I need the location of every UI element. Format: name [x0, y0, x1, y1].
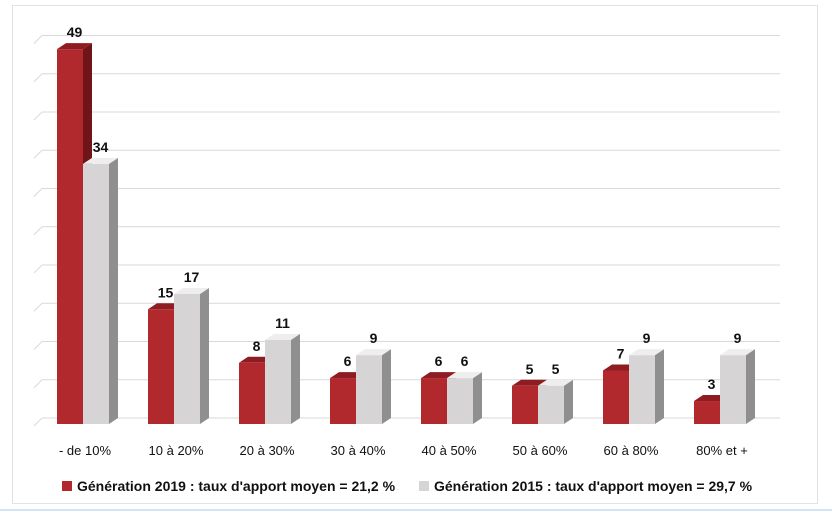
value-label: 17 — [184, 269, 200, 285]
value-label: 6 — [435, 353, 443, 369]
legend-swatch-2019 — [62, 481, 72, 491]
category-label: 20 à 30% — [240, 443, 295, 458]
bar-front — [174, 293, 200, 424]
value-label: 5 — [526, 361, 534, 377]
bar-2015-4 — [447, 372, 482, 424]
value-label: 9 — [643, 330, 651, 346]
legend: Génération 2019 : taux d'apport moyen = … — [62, 478, 753, 494]
category-label: 80% et + — [696, 443, 748, 458]
bottom-accent-line — [0, 509, 832, 511]
bar-front — [356, 355, 382, 424]
bar-front — [239, 362, 265, 424]
value-label: 15 — [158, 284, 174, 300]
value-label: 6 — [344, 353, 352, 369]
value-label: 34 — [93, 139, 109, 155]
legend-label-2019: Génération 2019 : taux d'apport moyen = … — [77, 478, 396, 494]
bar-front — [57, 49, 83, 425]
bar-top — [421, 372, 456, 379]
bar-front — [148, 309, 174, 424]
bar-2015-5 — [538, 379, 573, 424]
bar-2015-1 — [174, 287, 209, 424]
bar-2015-3 — [356, 349, 391, 424]
bar-top — [447, 372, 482, 379]
bar-side — [746, 349, 755, 424]
gridline-depth — [33, 149, 43, 159]
gridline-depth — [33, 35, 43, 44]
value-label: 9 — [734, 330, 742, 346]
gridline-depth — [33, 302, 43, 312]
bar-front — [512, 385, 538, 424]
bar-top — [629, 349, 664, 356]
chart-frame — [12, 5, 818, 504]
bar-top — [512, 379, 547, 386]
bar-2015-0 — [83, 157, 118, 424]
value-labels: 49 34 15 17 8 11 6 9 6 6 5 5 7 9 3 9 — [67, 24, 742, 392]
gridline-depth — [33, 226, 43, 236]
bar-side — [564, 379, 573, 424]
bar-front — [694, 401, 720, 424]
category-label: 60 à 80% — [604, 443, 659, 458]
bar-front — [265, 339, 291, 424]
bar-top — [720, 349, 755, 356]
bar-front — [447, 378, 473, 424]
bar-front — [330, 378, 356, 424]
bar-front — [538, 385, 564, 424]
gridline-depth — [33, 73, 43, 83]
category-label: 50 à 60% — [513, 443, 568, 458]
legend-item-2019: Génération 2019 : taux d'apport moyen = … — [62, 478, 396, 494]
bar-top — [538, 379, 573, 386]
bar-side — [200, 287, 209, 424]
bar-top — [57, 43, 92, 50]
value-label: 3 — [708, 376, 716, 392]
gridline-depth — [33, 111, 43, 121]
value-label: 6 — [461, 353, 469, 369]
bar-top — [356, 349, 391, 356]
value-label: 9 — [370, 330, 378, 346]
bar-front — [720, 355, 746, 424]
bar-top — [265, 333, 300, 340]
category-label: 30 à 40% — [331, 443, 386, 458]
gridline-depth — [33, 341, 43, 350]
bar-2015-7 — [720, 349, 755, 424]
legend-item-2015: Génération 2015 : taux d'apport moyen = … — [419, 478, 753, 494]
value-label: 8 — [253, 338, 261, 354]
category-ticks: - de 10% 10 à 20% 20 à 30% 30 à 40% 40 à 50%… — [59, 443, 748, 458]
bar-front — [603, 370, 629, 424]
value-label: 49 — [67, 24, 83, 40]
bar-side — [655, 349, 664, 424]
legend-swatch-2015 — [419, 481, 429, 491]
gridlines — [33, 35, 780, 427]
bar-top — [174, 287, 209, 294]
category-label: 10 à 20% — [149, 443, 204, 458]
category-label: - de 10% — [59, 443, 111, 458]
gridline-depth — [33, 417, 43, 427]
bar-side — [473, 372, 482, 424]
value-label: 5 — [552, 361, 560, 377]
bar-front — [629, 355, 655, 424]
value-label: 7 — [617, 345, 625, 361]
legend-label-2015: Génération 2015 : taux d'apport moyen = … — [434, 478, 753, 494]
gridline-depth — [33, 188, 43, 197]
bar-side — [382, 349, 391, 424]
bars — [57, 43, 755, 425]
bar-front — [83, 163, 109, 424]
bar-side — [291, 333, 300, 424]
bar-side — [109, 157, 118, 424]
bar-2015-2 — [265, 333, 300, 424]
bar-front — [421, 378, 447, 424]
gridline-depth — [33, 264, 43, 274]
gridline-depth — [33, 379, 43, 389]
value-label: 11 — [275, 315, 290, 331]
bar-2015-6 — [629, 349, 664, 424]
bar-top — [83, 157, 118, 164]
category-label: 40 à 50% — [422, 443, 477, 458]
